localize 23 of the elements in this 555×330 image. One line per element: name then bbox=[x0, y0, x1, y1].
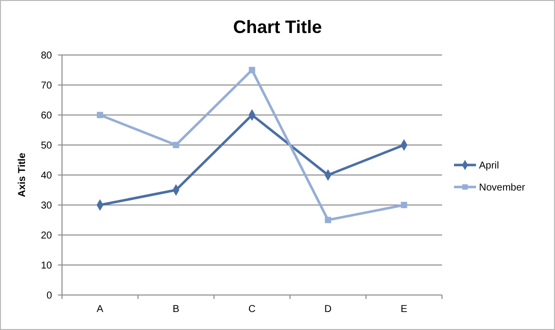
point bbox=[324, 216, 332, 224]
x-tick-label: D bbox=[324, 304, 332, 315]
x-tick-label: E bbox=[400, 304, 408, 315]
y-tick-label: 20 bbox=[40, 230, 52, 242]
y-tick-label: 70 bbox=[40, 80, 52, 92]
point bbox=[248, 66, 256, 74]
point bbox=[400, 202, 408, 208]
legend-label: April bbox=[479, 160, 500, 172]
y-tick-label: 10 bbox=[40, 260, 52, 272]
y-tick-label: 50 bbox=[40, 140, 52, 152]
x-tick-label: A bbox=[96, 304, 104, 315]
chart-title: Chart Title bbox=[233, 17, 322, 37]
x-tick-label: B bbox=[172, 304, 180, 315]
y-tick-label: 40 bbox=[40, 170, 52, 182]
y-tick-label: 80 bbox=[40, 50, 52, 62]
x-tick-label: C bbox=[248, 304, 256, 315]
point bbox=[96, 112, 104, 118]
legend-label: November bbox=[479, 182, 526, 194]
y-tick-label: 30 bbox=[40, 200, 52, 212]
y-axis-title: Axis Title bbox=[17, 152, 28, 198]
y-tick-label: 0 bbox=[46, 290, 52, 302]
point bbox=[172, 142, 180, 148]
y-tick-label: 60 bbox=[40, 110, 52, 122]
